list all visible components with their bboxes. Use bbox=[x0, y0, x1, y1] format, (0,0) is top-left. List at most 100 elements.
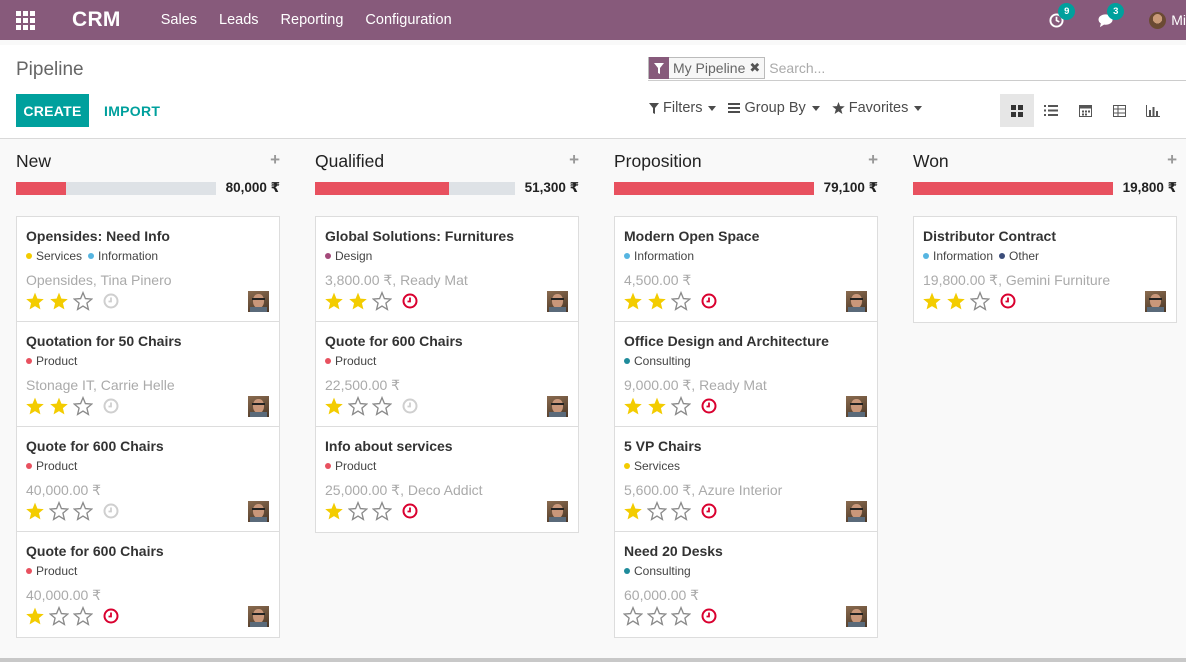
kanban-card[interactable]: Quotation for 50 Chairs Product Stonage IT… bbox=[17, 322, 279, 427]
star-empty-icon[interactable] bbox=[372, 291, 392, 311]
activity-clock-icon[interactable] bbox=[1000, 293, 1016, 309]
star-empty-icon[interactable] bbox=[671, 291, 691, 311]
star-filled-icon[interactable] bbox=[623, 291, 643, 311]
star-empty-icon[interactable] bbox=[49, 501, 69, 521]
star-filled-icon[interactable] bbox=[324, 396, 344, 416]
star-empty-icon[interactable] bbox=[372, 501, 392, 521]
star-filled-icon[interactable] bbox=[946, 291, 966, 311]
star-empty-icon[interactable] bbox=[671, 606, 691, 626]
salesperson-avatar[interactable] bbox=[248, 501, 269, 522]
messages-button[interactable]: 3 bbox=[1098, 2, 1125, 28]
star-filled-icon[interactable] bbox=[623, 501, 643, 521]
activity-clock-icon[interactable] bbox=[701, 293, 717, 309]
activity-clock-icon[interactable] bbox=[701, 608, 717, 624]
star-empty-icon[interactable] bbox=[73, 291, 93, 311]
add-card-icon[interactable]: + bbox=[569, 150, 579, 169]
star-filled-icon[interactable] bbox=[623, 396, 643, 416]
activity-clock-icon[interactable] bbox=[103, 608, 119, 624]
progress-bar[interactable] bbox=[16, 182, 216, 195]
search-input[interactable] bbox=[769, 60, 1070, 76]
salesperson-avatar[interactable] bbox=[846, 501, 867, 522]
star-filled-icon[interactable] bbox=[49, 291, 69, 311]
kanban-card[interactable]: Office Design and Architecture Consulting… bbox=[615, 322, 877, 427]
star-filled-icon[interactable] bbox=[647, 396, 667, 416]
star-empty-icon[interactable] bbox=[73, 501, 93, 521]
star-empty-icon[interactable] bbox=[348, 396, 368, 416]
star-filled-icon[interactable] bbox=[25, 606, 45, 626]
star-empty-icon[interactable] bbox=[647, 606, 667, 626]
groupby-dropdown[interactable]: Group By bbox=[728, 100, 820, 116]
filters-dropdown[interactable]: Filters bbox=[649, 100, 717, 116]
salesperson-avatar[interactable] bbox=[846, 606, 867, 627]
add-card-icon[interactable]: + bbox=[868, 150, 878, 169]
star-filled-icon[interactable] bbox=[324, 291, 344, 311]
progress-bar[interactable] bbox=[614, 182, 814, 195]
kanban-card[interactable]: Global Solutions: Furnitures Design 3,800.… bbox=[316, 217, 578, 322]
pivot-view-button[interactable] bbox=[1102, 94, 1136, 127]
activity-clock-icon[interactable] bbox=[103, 398, 119, 414]
star-filled-icon[interactable] bbox=[25, 291, 45, 311]
user-menu[interactable]: Mi bbox=[1149, 11, 1186, 29]
add-card-icon[interactable]: + bbox=[270, 150, 280, 169]
app-brand[interactable]: CRM bbox=[72, 8, 121, 31]
salesperson-avatar[interactable] bbox=[1145, 291, 1166, 312]
salesperson-avatar[interactable] bbox=[547, 501, 568, 522]
kanban-view-button[interactable] bbox=[1000, 94, 1034, 127]
star-empty-icon[interactable] bbox=[73, 606, 93, 626]
graph-view-button[interactable] bbox=[1136, 94, 1170, 127]
kanban-card[interactable]: 5 VP Chairs Services 5,600.00 ₹, Azure Int… bbox=[615, 427, 877, 532]
star-filled-icon[interactable] bbox=[922, 291, 942, 311]
menu-leads[interactable]: Leads bbox=[219, 12, 259, 28]
kanban-card[interactable]: Modern Open Space Information 4,500.00 ₹ bbox=[615, 217, 877, 322]
list-view-button[interactable] bbox=[1034, 94, 1068, 127]
kanban-card[interactable]: Quote for 600 Chairs Product 40,000.00 ₹ bbox=[17, 532, 279, 637]
star-filled-icon[interactable] bbox=[324, 501, 344, 521]
progress-bar[interactable] bbox=[315, 182, 515, 195]
star-empty-icon[interactable] bbox=[970, 291, 990, 311]
kanban-card[interactable]: Quote for 600 Chairs Product 22,500.00 ₹ bbox=[316, 322, 578, 427]
facet-remove-icon[interactable]: ✖ bbox=[749, 60, 761, 75]
menu-sales[interactable]: Sales bbox=[160, 12, 198, 28]
activity-clock-icon[interactable] bbox=[103, 293, 119, 309]
activity-clock-icon[interactable] bbox=[103, 503, 119, 519]
activity-clock-icon[interactable] bbox=[701, 503, 717, 519]
kanban-card[interactable]: Opensides: Need Info Services Information O… bbox=[17, 217, 279, 322]
horizontal-scrollbar[interactable] bbox=[0, 658, 1186, 662]
activities-button[interactable]: 9 bbox=[1049, 2, 1076, 28]
salesperson-avatar[interactable] bbox=[248, 291, 269, 312]
star-empty-icon[interactable] bbox=[348, 501, 368, 521]
kanban-card[interactable]: Info about services Product 25,000.00 ₹, D… bbox=[316, 427, 578, 532]
activity-clock-icon[interactable] bbox=[402, 398, 418, 414]
star-filled-icon[interactable] bbox=[647, 291, 667, 311]
star-filled-icon[interactable] bbox=[49, 396, 69, 416]
star-empty-icon[interactable] bbox=[73, 396, 93, 416]
favorites-dropdown[interactable]: Favorites bbox=[831, 100, 923, 116]
star-empty-icon[interactable] bbox=[49, 606, 69, 626]
salesperson-avatar[interactable] bbox=[846, 396, 867, 417]
menu-configuration[interactable]: Configuration bbox=[365, 12, 452, 28]
kanban-card[interactable]: Distributor Contract Information Other 19,8… bbox=[914, 217, 1176, 322]
activity-clock-icon[interactable] bbox=[701, 398, 717, 414]
salesperson-avatar[interactable] bbox=[547, 291, 568, 312]
salesperson-avatar[interactable] bbox=[547, 396, 568, 417]
activity-clock-icon[interactable] bbox=[402, 293, 418, 309]
salesperson-avatar[interactable] bbox=[248, 396, 269, 417]
kanban-card[interactable]: Quote for 600 Chairs Product 40,000.00 ₹ bbox=[17, 427, 279, 532]
star-filled-icon[interactable] bbox=[25, 396, 45, 416]
import-button[interactable]: IMPORT bbox=[104, 102, 161, 119]
star-empty-icon[interactable] bbox=[623, 606, 643, 626]
calendar-view-button[interactable] bbox=[1068, 94, 1102, 127]
add-card-icon[interactable]: + bbox=[1167, 150, 1177, 169]
star-empty-icon[interactable] bbox=[671, 501, 691, 521]
star-filled-icon[interactable] bbox=[25, 501, 45, 521]
create-button[interactable]: CREATE bbox=[16, 94, 89, 127]
menu-reporting[interactable]: Reporting bbox=[280, 12, 344, 28]
star-empty-icon[interactable] bbox=[372, 396, 392, 416]
salesperson-avatar[interactable] bbox=[248, 606, 269, 627]
salesperson-avatar[interactable] bbox=[846, 291, 867, 312]
star-empty-icon[interactable] bbox=[647, 501, 667, 521]
activity-clock-icon[interactable] bbox=[402, 503, 418, 519]
star-empty-icon[interactable] bbox=[671, 396, 691, 416]
star-filled-icon[interactable] bbox=[348, 291, 368, 311]
progress-bar[interactable] bbox=[913, 182, 1113, 195]
